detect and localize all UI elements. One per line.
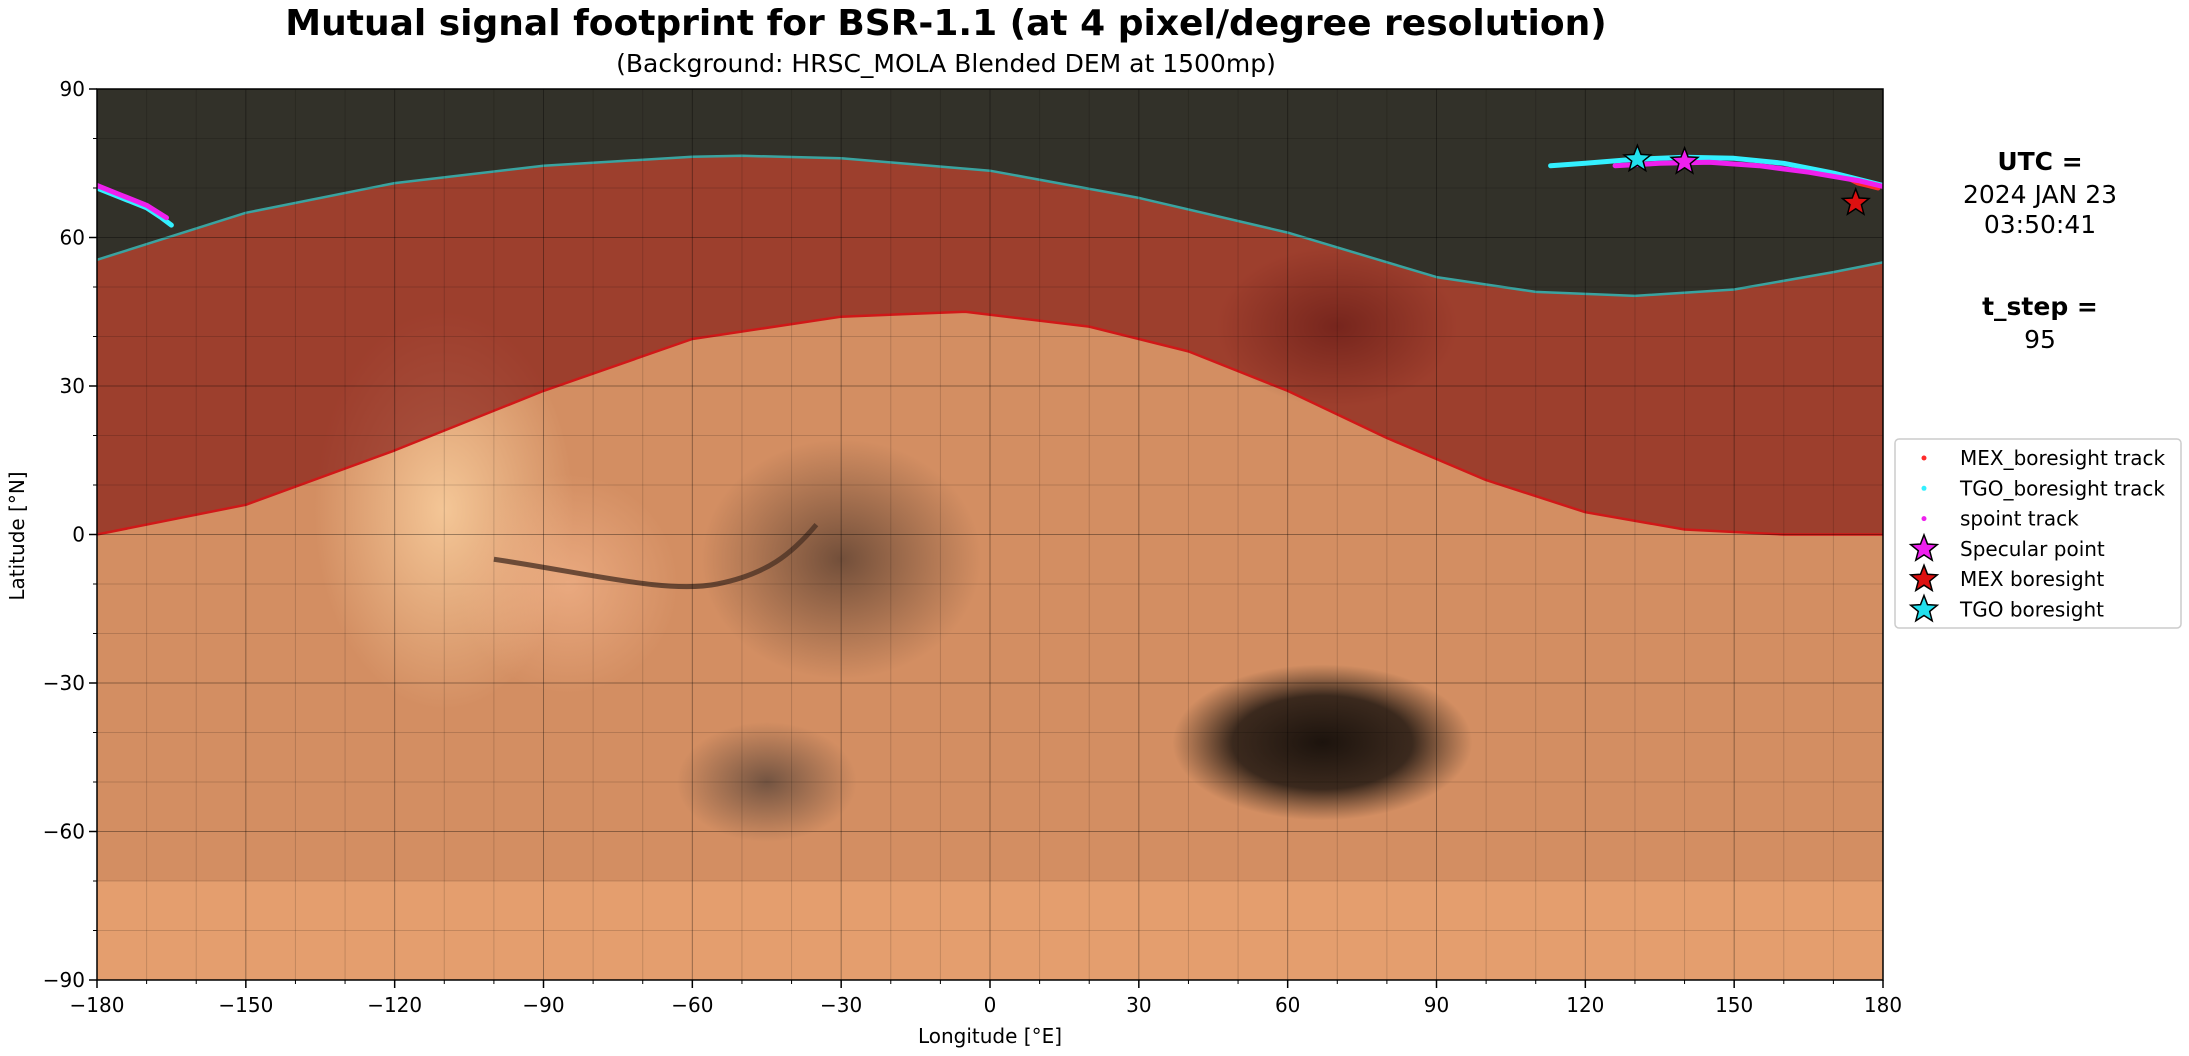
y-tick-label: 0 [72,523,85,547]
map-light-region [458,474,679,694]
x-tick-label: −150 [218,993,273,1017]
utc-label: UTC = [1997,147,2082,176]
legend-label: TGO_boresight track [1959,476,2165,500]
legend-marker [1921,516,1927,522]
legend-entry-spoint-track: spoint track [1921,507,2079,531]
legend-marker [1921,485,1927,491]
mex-boresight-marker [1840,186,1871,216]
legend-label: Specular point [1960,537,2105,561]
legend-entry-mex-boresight: MEX boresight [1908,563,2104,593]
legend-label: MEX boresight [1960,567,2104,591]
tracks [97,154,1883,228]
x-tick-label: 30 [1126,993,1151,1017]
x-tick-label: 180 [1864,993,1902,1017]
legend-label: TGO boresight [1959,598,2104,622]
specular-point-marker [1669,145,1700,175]
y-tick-label: 90 [60,77,85,101]
x-tick-label: 60 [1275,993,1300,1017]
legend: MEX_boresight track TGO_boresight track sp… [1894,438,2182,629]
y-axis-label: Latitude [°N] [5,471,29,600]
map-argyre-basin [676,722,857,842]
utc-date: 2024 JAN 23 [1963,180,2117,209]
legend-marker [1921,455,1927,461]
x-tick-label: 120 [1566,993,1604,1017]
x-axis-ticks: −180 −150 −120 −90 −60 −30 0 30 60 90 120 150 180 [70,980,1902,1017]
tgo-boresight-track [1548,154,1883,188]
legend-marker [1908,532,1940,562]
x-tick-label: −90 [522,993,564,1017]
legend-marker [1908,563,1940,593]
footprint-boundary-1 [97,154,1883,298]
chart-subtitle: (Background: HRSC_MOLA Blended DEM at 15… [616,49,1276,78]
map-valles-marineris [493,522,819,590]
y-tick-label: −60 [43,820,85,844]
x-tick-label: −120 [367,993,422,1017]
x-tick-label: −60 [671,993,713,1017]
x-axis-label: Longitude [°E] [918,1024,1062,1048]
legend-entry-mex-boresight-track: MEX_boresight track [1921,446,2165,470]
markers [1622,143,1871,216]
x-tick-label: 90 [1424,993,1449,1017]
footprint-region [97,89,1883,536]
utc-time: 03:50:41 [1984,210,2096,239]
plot-area [97,89,1883,980]
legend-entry-specular-point: Specular point [1908,532,2105,562]
chart-title: Mutual signal footprint for BSR-1.1 (at … [285,3,1606,44]
tstep-value: 95 [2024,325,2056,354]
y-tick-label: 30 [60,374,85,398]
legend-entry-tgo-boresight-track: TGO_boresight track [1921,476,2165,500]
tstep-label: t_step = [1982,292,2098,321]
spoint-track [97,183,169,221]
y-tick-label: −90 [43,968,85,992]
map-hellas-basin [1172,664,1473,821]
map-dark-region [701,439,982,680]
x-tick-label: 150 [1715,993,1753,1017]
x-tick-label: −30 [820,993,862,1017]
footprint-boundary-0 [97,310,1883,536]
y-tick-label: 60 [60,226,85,250]
tgo-boresight-marker [1622,143,1653,173]
x-tick-label: 0 [984,993,997,1017]
legend-label: spoint track [1960,507,2079,531]
legend-label: MEX_boresight track [1960,446,2165,470]
x-tick-label: −180 [70,993,125,1017]
footprint-fill [97,155,1883,535]
legend-marker [1908,593,1940,623]
legend-box [1894,438,2182,629]
polar-shade [97,89,1883,296]
spoint-track [1612,159,1883,189]
info-panel: UTC = 2024 JAN 23 03:50:41 t_step = 95 [1963,147,2117,354]
y-axis-ticks: −90 −60 −30 0 30 60 90 [43,77,97,992]
y-tick-label: −30 [43,671,85,695]
legend-entry-tgo-boresight: TGO boresight [1908,593,2104,623]
map-south-plain [97,881,1883,980]
grid [97,89,1883,980]
